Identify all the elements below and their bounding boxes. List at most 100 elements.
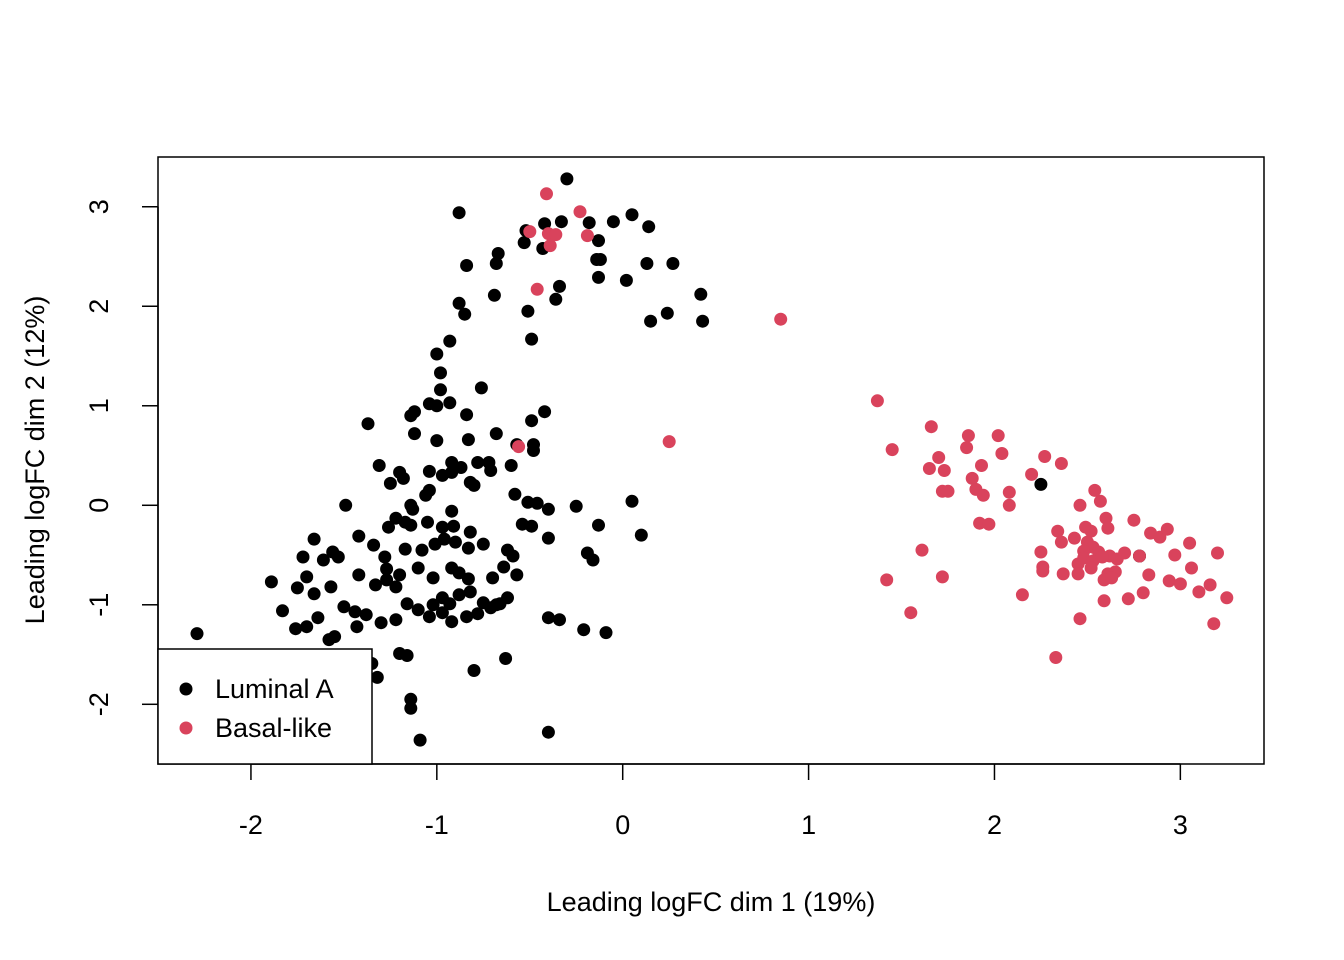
point-luminal-a — [560, 172, 574, 186]
point-basal-like — [1054, 457, 1068, 470]
legend: Luminal A Basal-like — [157, 648, 373, 765]
point-luminal-a — [430, 347, 444, 361]
point-luminal-a — [452, 588, 466, 602]
point-luminal-a — [476, 537, 490, 551]
point-basal-like — [976, 488, 990, 502]
point-luminal-a — [389, 613, 403, 627]
x-tick-label: 0 — [615, 810, 630, 840]
point-luminal-a — [276, 604, 289, 618]
point-basal-like — [1162, 574, 1176, 588]
point-luminal-a — [404, 701, 418, 715]
point-basal-like — [1099, 511, 1113, 525]
point-luminal-a — [541, 502, 555, 516]
point-luminal-a — [521, 304, 535, 318]
point-luminal-a — [599, 626, 613, 640]
point-luminal-a — [461, 433, 475, 447]
point-luminal-a — [510, 568, 524, 582]
point-basal-like — [1105, 571, 1119, 585]
point-basal-like — [982, 517, 996, 531]
x-tick-label: 1 — [801, 810, 816, 840]
point-basal-like — [549, 228, 563, 242]
point-luminal-a — [443, 334, 457, 348]
point-luminal-a — [404, 518, 418, 532]
point-basal-like — [935, 570, 949, 584]
point-basal-like — [1192, 585, 1206, 599]
point-luminal-a — [525, 414, 539, 428]
point-basal-like — [885, 443, 899, 457]
point-luminal-a — [430, 399, 444, 413]
point-luminal-a — [471, 607, 485, 621]
y-tick-label: 2 — [84, 299, 114, 314]
y-axis-title: Leading logFC dim 2 (12%) — [20, 296, 50, 625]
point-luminal-a — [337, 600, 351, 614]
point-basal-like — [1034, 545, 1048, 559]
point-luminal-a — [506, 549, 520, 563]
point-luminal-a — [517, 236, 531, 250]
point-luminal-a — [538, 405, 552, 419]
y-tick-label: 3 — [84, 199, 114, 214]
x-axis-title: Leading logFC dim 1 (19%) — [547, 887, 876, 917]
point-luminal-a — [378, 550, 392, 564]
point-luminal-a — [400, 597, 414, 611]
point-luminal-a — [582, 216, 596, 230]
point-luminal-a — [307, 587, 321, 601]
point-luminal-a — [463, 525, 477, 539]
point-basal-like — [1054, 535, 1068, 549]
point-luminal-a — [404, 409, 418, 423]
point-luminal-a — [489, 257, 503, 270]
point-luminal-a — [359, 608, 373, 622]
point-basal-like — [543, 239, 557, 253]
point-luminal-a — [422, 610, 436, 624]
point-basal-like — [1136, 586, 1150, 600]
point-basal-like — [523, 225, 537, 239]
point-luminal-a — [527, 444, 540, 457]
point-luminal-a — [289, 622, 303, 636]
point-basal-like — [1203, 578, 1217, 592]
point-luminal-a — [525, 519, 539, 533]
legend-label-basal-like: Basal-like — [215, 713, 332, 743]
point-luminal-a — [435, 520, 449, 534]
point-basal-like — [573, 205, 587, 219]
point-luminal-a — [452, 566, 466, 580]
x-axis: -2 -1 0 1 2 3 — [239, 763, 1188, 840]
point-basal-like — [922, 462, 936, 475]
point-luminal-a — [586, 553, 600, 567]
point-luminal-a — [694, 287, 708, 301]
point-luminal-a — [660, 306, 674, 320]
point-luminal-a — [316, 553, 330, 567]
point-luminal-a — [398, 542, 412, 556]
point-luminal-a — [404, 692, 418, 706]
legend-marker-basal-like — [179, 721, 193, 735]
point-luminal-a — [413, 733, 427, 747]
point-basal-like — [1118, 546, 1132, 560]
point-luminal-a — [406, 502, 420, 516]
point-luminal-a — [443, 597, 457, 611]
point-luminal-a — [408, 427, 421, 441]
point-basal-like — [924, 420, 938, 434]
point-basal-like — [1133, 549, 1146, 563]
point-luminal-a — [324, 580, 338, 594]
point-luminal-a — [430, 434, 444, 448]
point-luminal-a — [300, 570, 314, 584]
point-luminal-a — [367, 538, 381, 552]
point-basal-like — [1185, 561, 1198, 575]
point-basal-like — [1168, 548, 1182, 562]
point-basal-like — [1183, 536, 1197, 550]
point-basal-like — [1073, 612, 1087, 626]
point-basal-like — [1142, 568, 1156, 582]
point-luminal-a — [549, 292, 563, 306]
point-luminal-a — [525, 332, 539, 346]
point-luminal-a — [339, 498, 353, 512]
point-basal-like — [1097, 594, 1111, 608]
point-luminal-a — [290, 581, 304, 595]
point-basal-like — [512, 440, 526, 454]
point-luminal-a — [296, 550, 310, 564]
point-luminal-a — [592, 518, 605, 532]
point-basal-like — [904, 606, 918, 620]
x-tick-label: 2 — [987, 810, 1002, 840]
point-luminal-a — [541, 531, 555, 545]
point-luminal-a — [553, 279, 566, 293]
point-basal-like — [965, 471, 979, 485]
point-luminal-a — [264, 575, 278, 589]
